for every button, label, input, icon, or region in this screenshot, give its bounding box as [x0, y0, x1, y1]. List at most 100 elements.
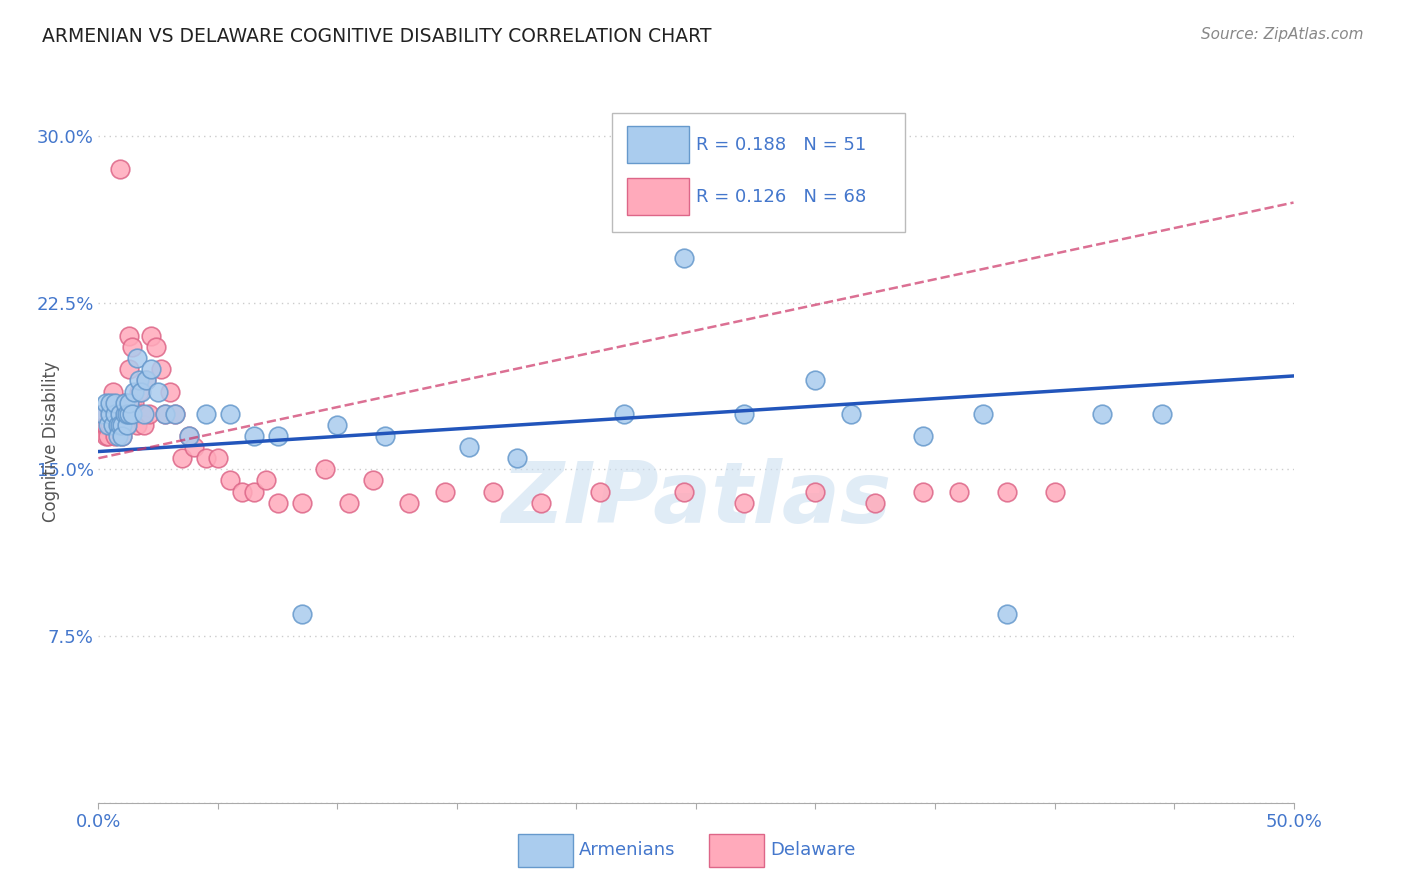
Point — [114, 395, 136, 409]
Point — [132, 407, 155, 421]
Point — [254, 474, 277, 488]
Point — [315, 462, 337, 476]
Point — [865, 496, 887, 510]
Point — [104, 429, 127, 443]
Point — [108, 407, 131, 421]
Point — [121, 395, 143, 409]
Point — [132, 417, 155, 432]
Point — [118, 329, 141, 343]
Point — [804, 373, 827, 387]
Point — [1043, 484, 1066, 499]
Point — [733, 407, 755, 421]
Point — [243, 484, 266, 499]
Point — [104, 407, 127, 421]
Point — [118, 395, 141, 409]
Point — [111, 417, 134, 432]
Point — [94, 395, 117, 409]
Point — [111, 407, 134, 421]
Point — [131, 384, 153, 399]
Point — [115, 417, 138, 432]
Point — [97, 429, 120, 443]
Point — [972, 407, 994, 421]
Text: R = 0.126   N = 68: R = 0.126 N = 68 — [696, 187, 866, 205]
Point — [114, 407, 136, 421]
Text: Cognitive Disability: Cognitive Disability — [42, 361, 59, 522]
Point — [673, 251, 696, 265]
Text: ARMENIAN VS DELAWARE COGNITIVE DISABILITY CORRELATION CHART: ARMENIAN VS DELAWARE COGNITIVE DISABILIT… — [42, 27, 711, 45]
Text: Source: ZipAtlas.com: Source: ZipAtlas.com — [1201, 27, 1364, 42]
Point — [125, 351, 148, 366]
Point — [179, 429, 201, 443]
Point — [118, 407, 141, 421]
Point — [458, 440, 481, 454]
Point — [124, 395, 146, 409]
FancyBboxPatch shape — [709, 834, 763, 867]
Point — [291, 607, 314, 621]
Point — [94, 417, 117, 432]
Point — [115, 407, 138, 421]
Point — [291, 496, 314, 510]
Point — [98, 407, 122, 421]
Point — [108, 407, 131, 421]
Point — [125, 407, 148, 421]
Point — [111, 429, 134, 443]
Point — [94, 429, 117, 443]
Point — [101, 395, 124, 409]
Point — [98, 407, 122, 421]
Point — [91, 407, 114, 421]
Point — [108, 417, 131, 432]
Text: ZIPatlas: ZIPatlas — [501, 458, 891, 541]
FancyBboxPatch shape — [517, 834, 572, 867]
Point — [139, 329, 162, 343]
Point — [172, 451, 194, 466]
Point — [374, 429, 396, 443]
Point — [111, 429, 134, 443]
Point — [267, 496, 290, 510]
Point — [108, 417, 131, 432]
Point — [673, 484, 696, 499]
Point — [398, 496, 420, 510]
Point — [104, 407, 127, 421]
Point — [128, 384, 150, 399]
Point — [995, 484, 1018, 499]
Point — [124, 407, 146, 421]
Point — [115, 417, 138, 432]
Point — [179, 429, 201, 443]
Point — [219, 407, 242, 421]
Point — [149, 362, 172, 376]
Point — [108, 162, 131, 177]
Point — [138, 407, 160, 421]
Point — [104, 395, 127, 409]
Point — [107, 407, 129, 421]
Point — [841, 407, 863, 421]
Point — [125, 417, 148, 432]
Point — [207, 451, 229, 466]
Point — [911, 484, 934, 499]
Point — [363, 474, 385, 488]
Point — [1091, 407, 1114, 421]
Point — [124, 384, 146, 399]
Point — [155, 407, 177, 421]
Text: Armenians: Armenians — [579, 841, 675, 860]
Point — [911, 429, 934, 443]
Point — [131, 407, 153, 421]
Point — [530, 496, 553, 510]
Point — [128, 373, 150, 387]
Point — [139, 362, 162, 376]
Point — [1152, 407, 1174, 421]
Point — [121, 407, 143, 421]
Point — [107, 417, 129, 432]
Point — [948, 484, 970, 499]
Point — [267, 429, 290, 443]
Point — [195, 407, 218, 421]
Point — [111, 417, 134, 432]
Point — [98, 395, 122, 409]
Point — [481, 484, 505, 499]
Point — [159, 384, 181, 399]
FancyBboxPatch shape — [627, 178, 689, 215]
Point — [114, 407, 136, 421]
Point — [155, 407, 177, 421]
Point — [118, 362, 141, 376]
FancyBboxPatch shape — [627, 126, 689, 163]
Point — [163, 407, 186, 421]
